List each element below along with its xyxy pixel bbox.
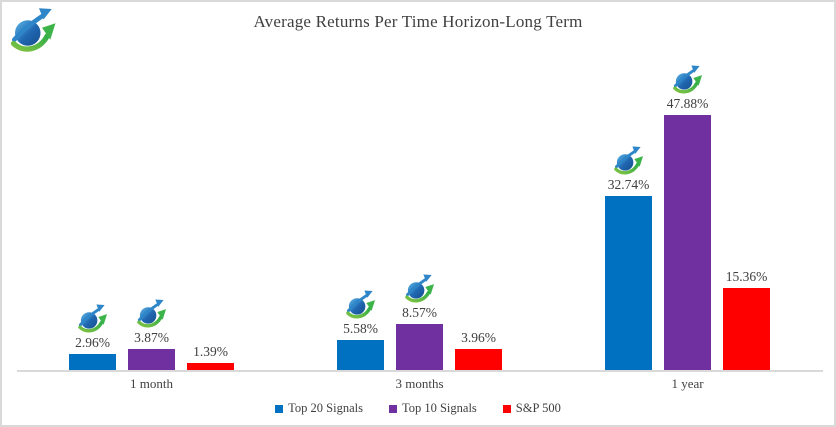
value-label-top-20-signals-1-month: 2.96% <box>75 335 110 350</box>
chart-title: Average Returns Per Time Horizon-Long Te… <box>253 12 583 31</box>
growth-arrow-globe-icon <box>673 65 703 94</box>
value-label-top-10-signals-3-months: 8.57% <box>402 305 437 320</box>
growth-arrow-globe-icon <box>346 290 376 319</box>
growth-arrow-globe-icon <box>78 304 108 333</box>
value-label-top-20-signals-1-year: 32.74% <box>607 177 650 192</box>
legend-label-top-10-signals: Top 10 Signals <box>401 401 477 415</box>
bar-top-10-signals-3-months <box>396 324 443 370</box>
category-label-3-months: 3 months <box>395 376 444 391</box>
value-label-top-20-signals-3-months: 5.58% <box>343 321 378 336</box>
growth-arrow-globe-icon <box>614 146 644 175</box>
legend-label-s-p-500: S&P 500 <box>515 401 561 415</box>
legend-item-top-10-signals: Top 10 Signals <box>388 401 477 416</box>
growth-arrow-globe-icon <box>137 299 167 328</box>
legend-item-s-p-500: S&P 500 <box>502 401 561 416</box>
value-label-s-p-500-1-month: 1.39% <box>193 344 228 359</box>
bar-top-10-signals-1-month <box>128 349 175 370</box>
bar-top-20-signals-3-months <box>337 340 384 370</box>
growth-arrow-globe-icon <box>10 8 56 52</box>
legend-label-top-20-signals: Top 20 Signals <box>288 401 363 415</box>
growth-arrow-globe-icon <box>405 274 435 303</box>
value-label-s-p-500-3-months: 3.96% <box>461 330 496 345</box>
value-label-s-p-500-1-year: 15.36% <box>725 269 768 284</box>
legend-swatch-top-20-signals <box>275 404 284 413</box>
legend-item-top-20-signals: Top 20 Signals <box>275 401 363 416</box>
bar-s-p-500-1-month <box>187 363 234 370</box>
bar-s-p-500-1-year <box>723 288 770 370</box>
legend-swatch-s-p-500 <box>502 404 511 413</box>
value-label-top-10-signals-1-year: 47.88% <box>666 96 709 111</box>
x-axis-line <box>17 370 823 372</box>
bar-s-p-500-3-months <box>455 349 502 370</box>
category-label-1-month: 1 month <box>130 376 173 391</box>
bar-top-10-signals-1-year <box>664 115 711 370</box>
legend: Top 20 Signals Top 10 Signals S&P 500 <box>2 401 834 416</box>
bar-top-20-signals-1-month <box>69 354 116 370</box>
category-label-1-year: 1 year <box>671 376 704 391</box>
brand-logo-icon <box>9 6 57 53</box>
bar-top-20-signals-1-year <box>605 196 652 370</box>
legend-swatch-top-10-signals <box>388 404 397 413</box>
value-label-top-10-signals-1-month: 3.87% <box>134 330 169 345</box>
